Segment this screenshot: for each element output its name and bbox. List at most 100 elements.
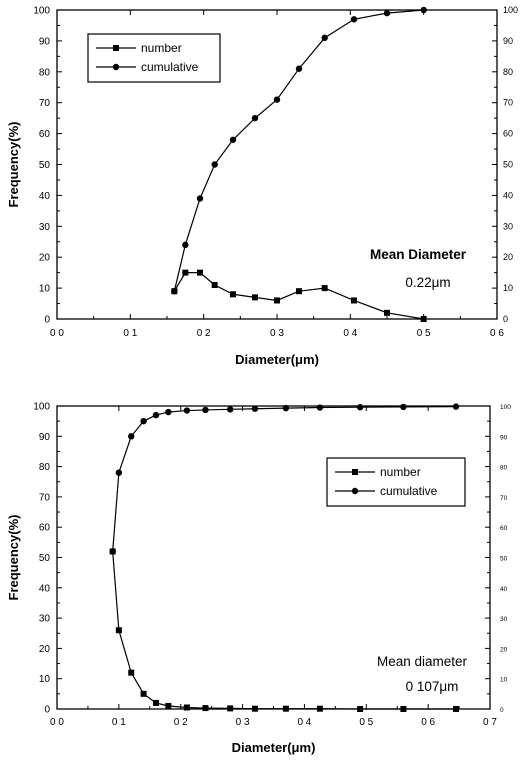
x-tick-label: 0 1 (123, 328, 137, 339)
data-point-cumulative (152, 411, 160, 419)
legend-marker-square (113, 45, 119, 51)
y-tick-label: 50 (39, 160, 51, 171)
data-point-cumulative (183, 407, 191, 414)
x-tick-label: 0 4 (297, 717, 311, 728)
x-tick-label: 0 5 (359, 717, 373, 728)
legend-box (326, 457, 466, 507)
data-point-cumulative (350, 16, 358, 23)
series-line-cumulative (173, 9, 424, 292)
data-point-cumulative (227, 406, 234, 413)
data-point-cumulative (165, 408, 172, 416)
right-y-tick-label: 90 (503, 36, 513, 46)
data-point-cumulative (251, 405, 259, 412)
y-tick-label: 100 (33, 402, 50, 413)
data-point-number (351, 297, 357, 304)
data-point-number (197, 269, 203, 276)
y-tick-label: 10 (39, 284, 51, 295)
legend-marker-square (352, 469, 358, 475)
x-tick-label: 0 7 (483, 717, 497, 728)
data-point-number (384, 309, 390, 316)
data-point-cumulative (128, 433, 135, 440)
mean-diameter-label: Mean Diameter (370, 247, 467, 262)
data-point-cumulative (420, 6, 427, 14)
y-tick-label: 80 (39, 462, 51, 473)
legend-label: number (380, 465, 421, 479)
data-point-number (400, 706, 407, 712)
data-point-cumulative (202, 406, 209, 414)
mean-diameter-value: 0.22μm (405, 275, 450, 290)
data-point-cumulative (383, 9, 391, 17)
y-tick-label: 70 (39, 98, 51, 109)
data-point-cumulative (321, 34, 328, 42)
right-y-tick-label: 40 (500, 586, 508, 593)
x-axis-label: Diameter(μm) (232, 740, 316, 755)
right-y-tick-label: 50 (503, 160, 513, 170)
series-line-number (112, 551, 456, 710)
x-tick-label: 0 3 (270, 328, 284, 339)
data-point-number (152, 699, 159, 706)
data-point-number (251, 705, 258, 712)
x-tick-label: 0 2 (197, 328, 211, 339)
y-tick-label: 30 (39, 614, 51, 625)
y-tick-label: 90 (39, 432, 51, 443)
data-point-cumulative (356, 404, 364, 411)
data-point-number (230, 291, 236, 298)
data-point-number (282, 705, 289, 712)
data-point-cumulative (251, 114, 259, 122)
y-tick-label: 0 (44, 705, 50, 716)
y-tick-label: 0 (44, 315, 50, 326)
data-point-number (252, 294, 258, 301)
right-y-tick-label: 70 (500, 495, 508, 502)
y-tick-label: 60 (39, 129, 51, 140)
y-tick-label: 70 (39, 492, 51, 503)
data-point-cumulative (171, 287, 178, 295)
right-y-tick-label: 30 (503, 221, 513, 231)
data-point-cumulative (196, 195, 204, 202)
right-y-tick-label: 20 (503, 252, 513, 262)
y-tick-label: 20 (39, 253, 51, 264)
legend-label: cumulative (141, 60, 199, 74)
data-point-number (140, 690, 147, 697)
data-point-number (316, 705, 323, 712)
data-point-number (274, 297, 280, 304)
right-y-tick-label: 100 (503, 5, 518, 15)
data-point-cumulative (115, 469, 123, 476)
x-tick-label: 0 6 (490, 328, 504, 339)
right-y-tick-label: 40 (503, 190, 513, 200)
x-tick-label: 0 1 (112, 717, 126, 728)
right-y-tick-label: 0 (503, 314, 508, 324)
data-point-cumulative (182, 241, 189, 249)
y-axis-label: Frequency(%) (6, 122, 21, 208)
y-tick-label: 60 (39, 523, 51, 534)
data-point-cumulative (452, 403, 460, 410)
data-point-number (321, 285, 328, 292)
y-axis-label: Frequency(%) (6, 515, 21, 601)
data-point-cumulative (295, 65, 303, 72)
y-tick-label: 100 (33, 6, 50, 17)
legend-label: number (141, 41, 182, 55)
y-tick-label: 80 (39, 67, 51, 78)
data-point-number (202, 705, 209, 712)
y-tick-label: 40 (39, 191, 51, 202)
data-point-number (227, 705, 234, 712)
data-point-cumulative (229, 136, 237, 143)
data-point-number (296, 288, 302, 295)
right-y-tick-label: 90 (500, 434, 508, 441)
legend-label: cumulative (380, 484, 438, 498)
y-tick-label: 90 (39, 36, 51, 47)
right-y-tick-label: 30 (500, 616, 508, 623)
right-y-tick-label: 20 (500, 646, 508, 653)
data-point-cumulative (273, 96, 281, 103)
data-point-cumulative (400, 403, 407, 411)
data-point-number (211, 282, 218, 289)
data-point-number (420, 316, 427, 322)
data-point-number (183, 704, 190, 711)
right-y-tick-label: 60 (503, 129, 513, 139)
legend-marker-circle (112, 63, 120, 71)
data-point-cumulative (140, 417, 147, 425)
x-axis-label: Diameter(μm) (235, 352, 319, 367)
data-point-cumulative (282, 404, 290, 412)
right-y-tick-label: 50 (500, 556, 508, 563)
